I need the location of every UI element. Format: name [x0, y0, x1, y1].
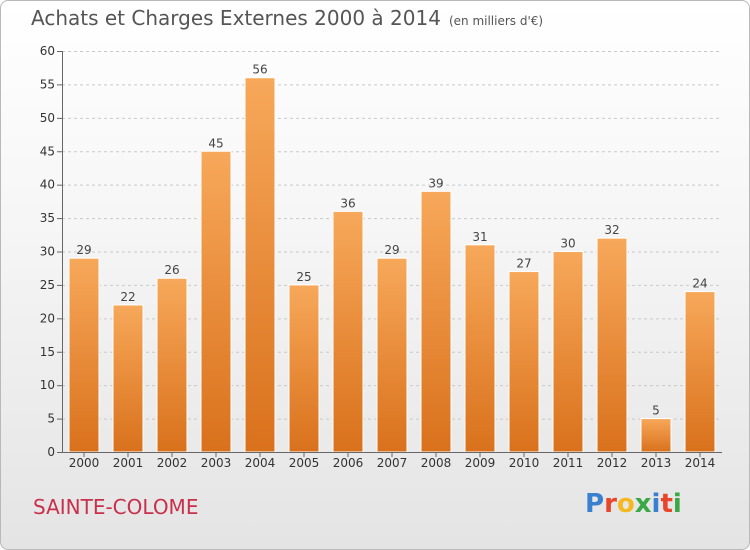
y-tick-label: 40	[40, 178, 55, 192]
x-tick-label: 2003	[201, 456, 232, 470]
x-tick-label: 2000	[69, 456, 100, 470]
bars: 29 22 26 45 56 25 36 29 39 31 27 30 32 5 24	[68, 63, 716, 453]
bar	[332, 210, 364, 453]
chart-title: Achats et Charges Externes 2000 à 2014 (e…	[31, 6, 543, 30]
bar	[244, 77, 276, 453]
bar-value-label: 5	[652, 404, 660, 418]
bar-value-label: 24	[692, 277, 707, 291]
x-tick-label: 2010	[509, 456, 540, 470]
x-tick-label: 2011	[553, 456, 584, 470]
logo-letter: i	[651, 489, 661, 519]
y-tick-label: 25	[40, 278, 55, 292]
logo-letter: x	[634, 489, 652, 519]
y-tick-label: 0	[47, 445, 55, 459]
y-tick-label: 50	[40, 111, 55, 125]
bar-value-label: 27	[516, 257, 531, 271]
axes: 0 5 10 15 20 25 30 35 40 45 50 55 60 2000 2001 2002 2003…	[40, 44, 722, 470]
logo-letter: i	[672, 489, 682, 519]
bar-value-label: 26	[164, 263, 179, 277]
bar-value-label: 30	[560, 237, 575, 251]
bar-value-label: 31	[472, 230, 487, 244]
x-tick-label: 2006	[333, 456, 364, 470]
x-tick-label: 2004	[245, 456, 276, 470]
x-tick-label: 2009	[465, 456, 496, 470]
bar-value-label: 29	[76, 243, 91, 257]
bar-value-label: 56	[252, 63, 267, 77]
y-tick-label: 60	[40, 44, 55, 58]
bar-value-label: 22	[120, 290, 135, 304]
bar	[200, 150, 232, 453]
x-tick-label: 2007	[377, 456, 408, 470]
bar	[376, 257, 408, 453]
bar-value-label: 36	[340, 196, 355, 210]
bar-value-label: 39	[428, 176, 443, 190]
logo-letter: P	[585, 489, 605, 519]
bar	[156, 277, 188, 453]
y-tick-label: 10	[40, 378, 55, 392]
y-tick-label: 30	[40, 245, 55, 259]
x-tick-label: 2001	[113, 456, 144, 470]
x-tick-label: 2005	[289, 456, 320, 470]
proxiti-logo[interactable]: Proxiti	[585, 489, 682, 519]
bar	[68, 257, 100, 453]
x-tick-label: 2002	[157, 456, 188, 470]
x-tick-label: 2012	[597, 456, 628, 470]
y-tick-label: 55	[40, 77, 55, 91]
bar-value-label: 25	[296, 270, 311, 284]
chart-subtitle: (en milliers d'€)	[448, 14, 544, 28]
logo-letter: t	[660, 489, 673, 519]
y-tick-label: 20	[40, 311, 55, 325]
bar	[552, 251, 584, 453]
x-tick-label: 2008	[421, 456, 452, 470]
bar	[508, 271, 540, 453]
bar	[464, 244, 496, 453]
x-tick-label: 2013	[641, 456, 672, 470]
bar	[420, 190, 452, 453]
bar	[112, 304, 144, 453]
bar	[596, 237, 628, 453]
y-tick-label: 45	[40, 144, 55, 158]
x-tick-label: 2014	[685, 456, 716, 470]
bar-value-label: 29	[384, 243, 399, 257]
logo-letter: r	[604, 489, 617, 519]
title-text: Achats et Charges Externes 2000 à 2014	[31, 6, 441, 30]
bar	[640, 418, 672, 453]
bar-value-label: 45	[208, 136, 223, 150]
bar-value-label: 32	[604, 223, 619, 237]
y-tick-label: 15	[40, 345, 55, 359]
y-tick-label: 35	[40, 211, 55, 225]
bar	[288, 284, 320, 453]
commune-name: SAINTE-COLOME	[33, 495, 199, 519]
y-tick-label: 5	[47, 412, 55, 426]
bar	[684, 291, 716, 453]
logo-letter: o	[616, 489, 635, 519]
